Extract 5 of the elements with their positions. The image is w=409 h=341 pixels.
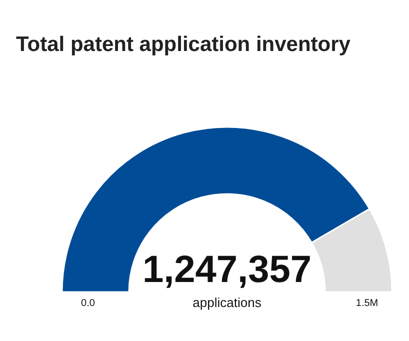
text: 1,247,357 (142, 249, 312, 291)
text: 1.5M (356, 298, 378, 309)
chart-title: Total patent application inventory (16, 33, 351, 56)
text: 0.0 (81, 298, 96, 309)
text: applications (192, 295, 262, 310)
